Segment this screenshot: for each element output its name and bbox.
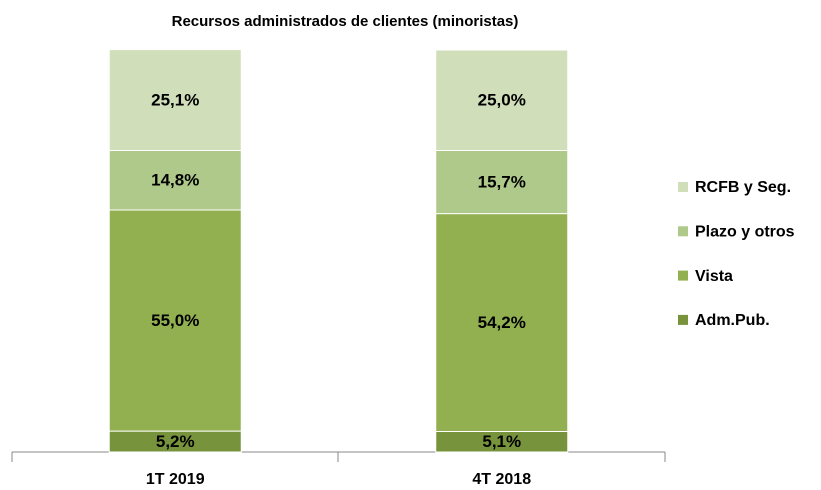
legend-swatch bbox=[678, 226, 688, 237]
legend-label: Vista bbox=[695, 268, 733, 285]
data-label: 5,2% bbox=[156, 432, 195, 451]
bar-segment bbox=[435, 213, 569, 432]
data-label: 25,0% bbox=[478, 91, 526, 110]
bar-segment bbox=[435, 49, 569, 151]
legend-label: Plazo y otros bbox=[695, 224, 795, 241]
data-label: 55,0% bbox=[151, 311, 199, 330]
data-label: 5,1% bbox=[482, 432, 521, 451]
legend-swatch bbox=[678, 270, 688, 281]
x-tick-label: 1T 2019 bbox=[146, 471, 205, 488]
legend-swatch bbox=[678, 314, 688, 325]
data-label: 14,8% bbox=[151, 171, 199, 190]
bar-segment bbox=[108, 209, 242, 432]
legend-label: Adm.Pub. bbox=[695, 312, 770, 329]
legend-label: RCFB y Seg. bbox=[695, 179, 791, 196]
legend-swatch bbox=[678, 182, 688, 192]
data-label: 15,7% bbox=[478, 173, 526, 192]
bar-segment bbox=[108, 150, 242, 211]
data-label: 25,1% bbox=[151, 91, 199, 110]
data-label: 54,2% bbox=[478, 313, 526, 332]
bar-segment bbox=[435, 150, 569, 215]
chart-title: Recursos administrados de clientes (mino… bbox=[172, 13, 519, 30]
bar-segment bbox=[108, 49, 242, 151]
x-tick-label: 4T 2018 bbox=[472, 471, 531, 488]
